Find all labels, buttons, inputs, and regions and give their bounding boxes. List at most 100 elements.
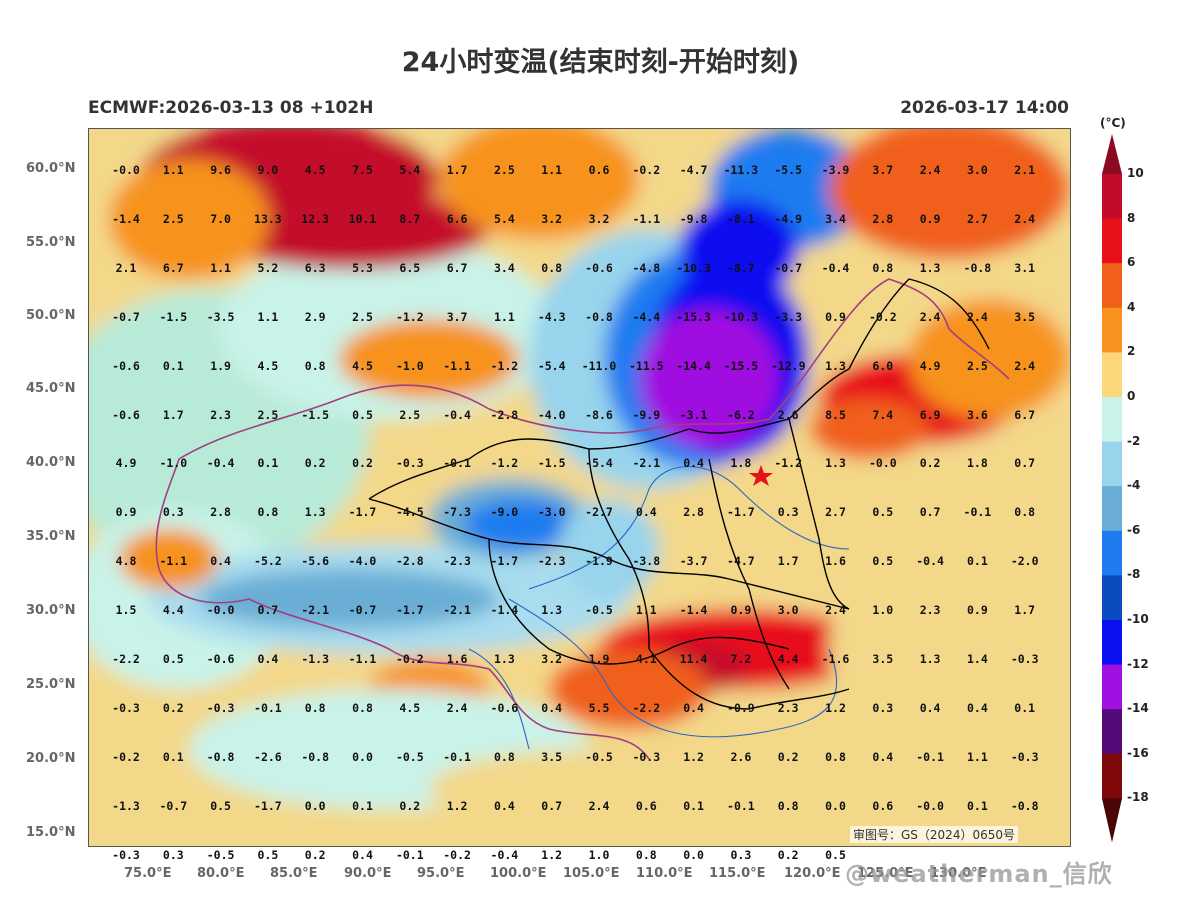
- lat-label: 55.0°N: [26, 235, 76, 250]
- colorbar-segment: [1102, 263, 1122, 309]
- grid-value: 0.5: [352, 407, 373, 422]
- grid-value: 0.7: [541, 798, 563, 813]
- colorbar-segment: [1102, 486, 1122, 532]
- grid-value: 6.7: [446, 260, 468, 275]
- grid-value: 1.3: [541, 603, 563, 618]
- grid-value: 1.3: [494, 652, 515, 666]
- grid-value: 2.8: [683, 505, 704, 520]
- grid-value: 7.2: [730, 652, 752, 666]
- map-approval-number: 审图号：GS（2024）0650号: [850, 826, 1018, 843]
- grid-value: 1.1: [257, 309, 279, 324]
- colorbar-segment: [1102, 664, 1122, 710]
- grid-value: 2.4: [919, 309, 941, 324]
- grid-value: -2.6: [254, 749, 282, 764]
- grid-value: -4.9: [774, 211, 803, 226]
- grid-value: 4.1: [635, 652, 657, 666]
- grid-value: 0.8: [777, 798, 799, 813]
- grid-value: -0.7: [159, 798, 188, 813]
- grid-value: 0.8: [1014, 505, 1036, 520]
- grid-value: -0.5: [395, 749, 424, 764]
- grid-value: 3.2: [541, 652, 563, 666]
- grid-value: -0.8: [585, 309, 613, 324]
- colorbar-tick-label: -16: [1127, 745, 1149, 760]
- grid-value: 0.8: [257, 505, 279, 520]
- colorbar-tick-label: -4: [1127, 478, 1141, 493]
- grid-value: -1.7: [727, 505, 755, 520]
- grid-value: -0.6: [112, 358, 140, 373]
- grid-value: 5.4: [399, 163, 421, 177]
- colorbar-tick-label: -8: [1127, 567, 1141, 582]
- colorbar-tick-label: -18: [1127, 790, 1149, 805]
- lon-label: 85.0°E: [270, 866, 318, 881]
- grid-value: 0.2: [777, 749, 799, 764]
- grid-value: 0.4: [683, 456, 704, 471]
- lon-label: 115.0°E: [709, 866, 766, 881]
- grid-value: 1.3: [825, 456, 846, 471]
- grid-value: -1.1: [159, 554, 188, 569]
- grid-value: 0.8: [494, 749, 515, 764]
- colorbar-segment: [1102, 530, 1122, 576]
- grid-value: 2.5: [967, 358, 988, 373]
- grid-value: -0.4: [916, 554, 944, 569]
- grid-value: -1.2: [395, 309, 424, 324]
- grid-value: 2.3: [919, 603, 941, 618]
- grid-value: -0.6: [206, 652, 235, 666]
- grid-value: -2.3: [537, 554, 566, 569]
- grid-value: 0.3: [777, 505, 799, 520]
- lat-label: 15.0°N: [26, 825, 76, 840]
- grid-value: -1.0: [395, 358, 424, 373]
- grid-value: -1.4: [679, 603, 708, 618]
- grid-value: 5.3: [352, 260, 373, 275]
- colorbar-segment: [1102, 218, 1122, 264]
- grid-value: -9.8: [679, 211, 708, 226]
- grid-value: 1.6: [446, 652, 468, 666]
- grid-value: -1.1: [443, 358, 471, 373]
- grid-value: -0.6: [490, 700, 519, 715]
- grid-value: 4.5: [304, 163, 326, 177]
- grid-value: -10.3: [723, 309, 759, 324]
- grid-value: 9.0: [257, 163, 279, 177]
- grid-value: 0.9: [730, 603, 752, 618]
- grid-value: 3.5: [872, 652, 894, 666]
- grid-value: -5.4: [585, 456, 613, 471]
- grid-value: -0.7: [112, 309, 140, 324]
- lon-label: 125.0°E: [857, 866, 914, 881]
- lat-label: 50.0°N: [26, 308, 76, 323]
- grid-value: -1.2: [490, 358, 519, 373]
- grid-value: 0.8: [352, 700, 373, 715]
- colorbar-tick-label: -2: [1127, 433, 1141, 448]
- colorbar-segment: [1102, 709, 1122, 755]
- grid-value: -7.3: [443, 505, 471, 520]
- grid-value: -1.3: [301, 652, 330, 666]
- grid-value: 0.2: [777, 847, 799, 862]
- grid-value: -5.2: [254, 554, 282, 569]
- grid-value: 12.3: [301, 211, 330, 226]
- grid-value: 6.5: [399, 260, 421, 275]
- grid-value: -1.1: [348, 652, 377, 666]
- grid-value: -1.5: [537, 456, 566, 471]
- grid-value: 1.7: [162, 407, 184, 422]
- grid-value: -3.1: [679, 407, 708, 422]
- grid-value: 0.2: [919, 456, 941, 471]
- grid-value: -0.4: [821, 260, 850, 275]
- grid-value: -0.2: [632, 163, 661, 177]
- grid-value: 0.0: [825, 798, 846, 813]
- grid-value: 3.5: [1014, 309, 1036, 324]
- grid-value: 1.3: [825, 358, 846, 373]
- colorbar-bottom-arrow: [1102, 798, 1122, 843]
- colorbar-tick-label: 2: [1127, 344, 1136, 359]
- grid-value: -0.3: [112, 700, 140, 715]
- grid-value: -0.6: [112, 407, 140, 422]
- grid-value: 1.2: [446, 798, 468, 813]
- grid-value: -1.7: [348, 505, 377, 520]
- temperature-change-map[interactable]: [88, 128, 1071, 847]
- grid-value: -4.7: [679, 163, 708, 177]
- colorbar-tick-label: 4: [1127, 299, 1136, 314]
- lon-label: 75.0°E: [124, 866, 172, 881]
- grid-value: 1.1: [494, 309, 515, 324]
- grid-value: -15.5: [723, 358, 759, 373]
- grid-value: 2.7: [825, 505, 846, 520]
- grid-value: -5.5: [774, 163, 803, 177]
- grid-value: 2.1: [115, 260, 137, 275]
- lat-label: 40.0°N: [26, 455, 76, 470]
